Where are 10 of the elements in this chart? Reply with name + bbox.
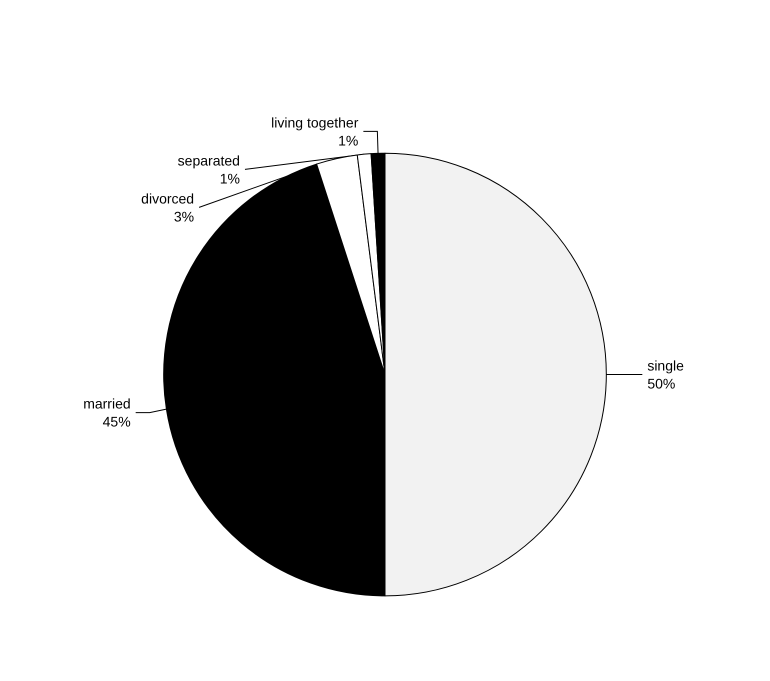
slice-label: single	[647, 358, 684, 374]
data-label: 50%	[647, 376, 676, 392]
slice-label: living together	[271, 114, 359, 130]
data-label: 45%	[102, 414, 131, 430]
data-label: 1%	[338, 132, 358, 148]
data-label: 1%	[220, 170, 240, 186]
slice-label: divorced	[141, 190, 194, 206]
data-label: 3%	[174, 208, 194, 224]
slice-label: married	[83, 396, 131, 412]
slice-label: separated	[178, 152, 240, 168]
